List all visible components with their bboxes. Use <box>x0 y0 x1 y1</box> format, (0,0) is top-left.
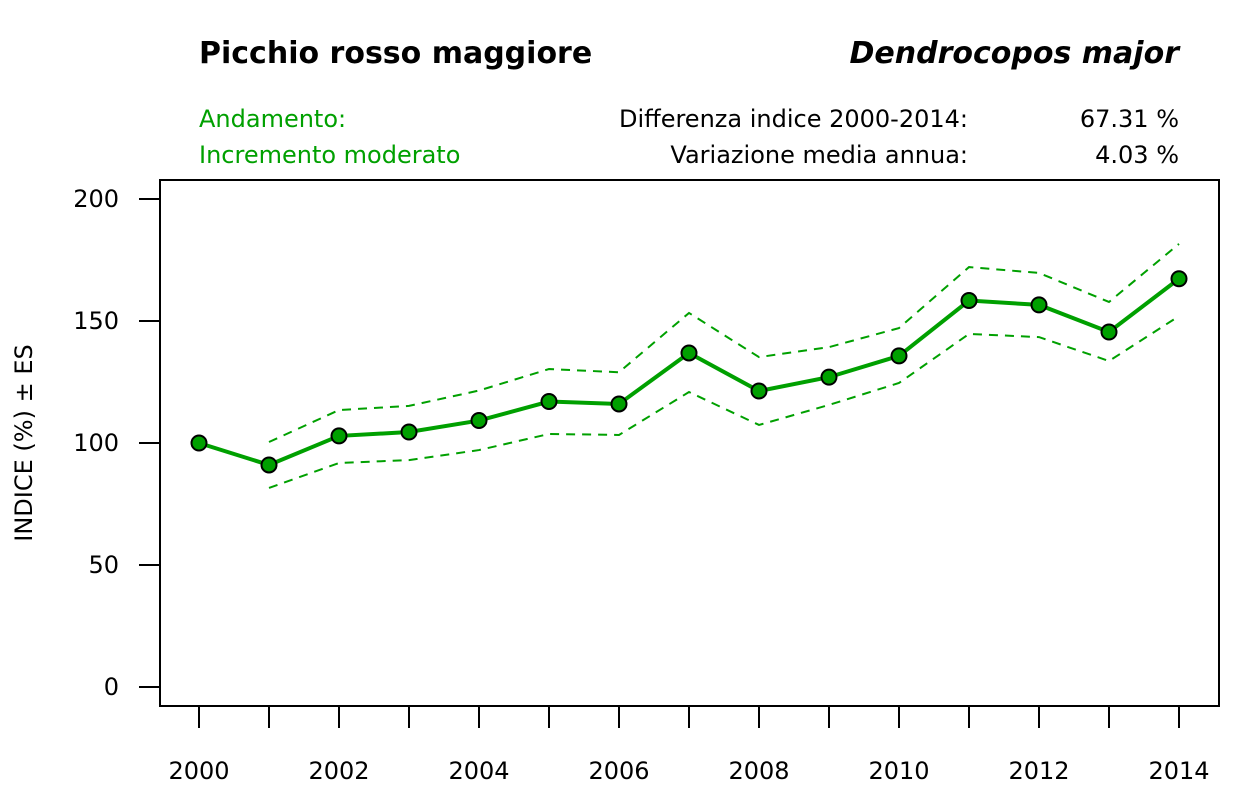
index-point-2000 <box>190 434 208 452</box>
x-tick-label-2008: 2008 <box>728 757 789 785</box>
x-tick-label-2002: 2002 <box>308 757 369 785</box>
index-point-2010 <box>890 347 908 365</box>
index-point-2003 <box>400 423 418 441</box>
x-axis: 2000 2002 2004 2006 2008 2010 2012 2014 <box>168 706 1210 785</box>
index-difference-label: Differenza indice 2000-2014: <box>619 105 968 133</box>
index-point-2002 <box>330 427 348 445</box>
y-tick-label-50: 50 <box>88 551 119 579</box>
lower-se-line <box>268 315 1180 489</box>
index-point-2006 <box>610 395 628 413</box>
index-point-2007 <box>680 344 698 362</box>
x-tick-label-2012: 2012 <box>1008 757 1069 785</box>
scientific-name-title: Dendrocopos major <box>850 36 1182 71</box>
index-point-2013 <box>1100 323 1118 341</box>
y-tick-label-100: 100 <box>73 429 119 457</box>
y-tick-label-150: 150 <box>73 307 119 335</box>
x-tick-label-2014: 2014 <box>1148 757 1209 785</box>
y-axis: 0 50 100 150 200 <box>73 185 160 701</box>
index-point-2009 <box>820 368 838 386</box>
trend-value: Incremento moderato <box>199 141 460 169</box>
index-difference-value: 67.31 % <box>1080 105 1179 133</box>
index-point-2011 <box>960 292 978 310</box>
x-tick-label-2004: 2004 <box>448 757 509 785</box>
series-layer <box>190 243 1188 489</box>
upper-se-line <box>268 243 1180 443</box>
index-point-2005 <box>540 393 558 411</box>
annual-variation-value: 4.03 % <box>1095 141 1179 169</box>
y-tick-label-200: 200 <box>73 185 119 213</box>
y-axis-title: INDICE (%) ± ES <box>10 344 38 541</box>
index-point-2012 <box>1030 296 1048 314</box>
x-tick-label-2010: 2010 <box>868 757 929 785</box>
annual-variation-label: Variazione media annua: <box>670 141 968 169</box>
index-point-2004 <box>470 412 488 430</box>
common-name-title: Picchio rosso maggiore <box>199 36 592 71</box>
trend-label: Andamento: <box>199 105 346 133</box>
index-point-2008 <box>750 382 768 400</box>
x-tick-label-2006: 2006 <box>588 757 649 785</box>
index-point-2001 <box>260 456 278 474</box>
y-tick-label-0: 0 <box>104 673 119 701</box>
x-tick-label-2000: 2000 <box>168 757 229 785</box>
index-point-2014 <box>1170 270 1188 288</box>
